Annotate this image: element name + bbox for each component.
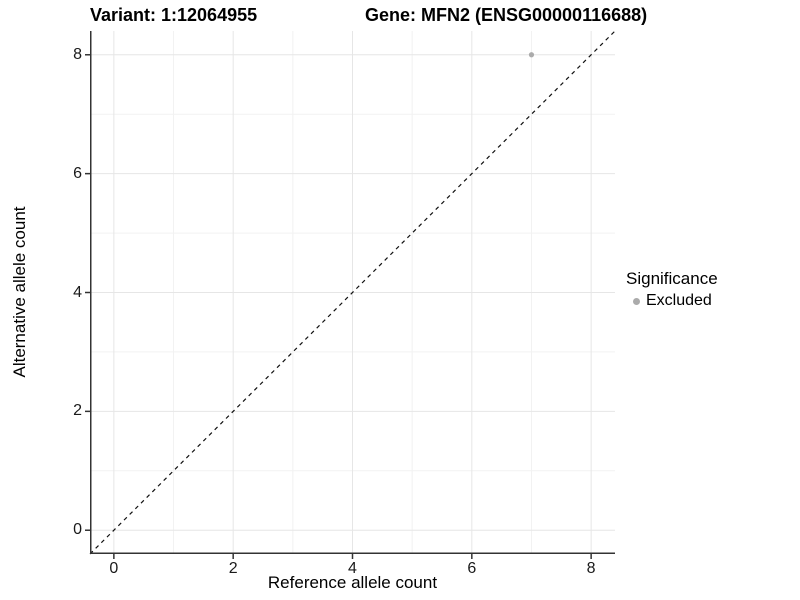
plot-panel: 0 2 4 6 8 0 2 4 6 8 <box>73 30 616 577</box>
x-tick-label: 2 <box>228 560 238 577</box>
y-tick-label: 0 <box>73 521 82 539</box>
y-tick-label: 2 <box>73 402 82 420</box>
x-tick-label: 0 <box>109 560 119 577</box>
identity-reference-line <box>89 30 616 555</box>
y-tick-label: 6 <box>73 164 82 182</box>
legend: Significance Excluded <box>626 269 718 310</box>
x-axis-title: Reference allele count <box>267 573 438 592</box>
y-tick-label: 4 <box>73 283 82 301</box>
legend-item-excluded: Excluded <box>626 292 718 310</box>
data-point <box>528 52 535 58</box>
gene-title: Gene: MFN2 (ENSG00000116688) <box>365 5 648 25</box>
x-tick-label: 4 <box>348 560 357 577</box>
x-tick-label: 6 <box>467 560 477 577</box>
legend-title: Significance <box>626 269 718 288</box>
excluded-point-icon <box>633 297 640 305</box>
x-tick-label: 8 <box>586 560 596 577</box>
y-tick-label: 8 <box>73 45 82 63</box>
y-axis-title: Alternative allele count <box>10 206 29 378</box>
variant-title: Variant: 1:12064955 <box>90 5 258 25</box>
scatter-plot-svg <box>85 30 616 559</box>
legend-item-label: Excluded <box>646 292 712 309</box>
